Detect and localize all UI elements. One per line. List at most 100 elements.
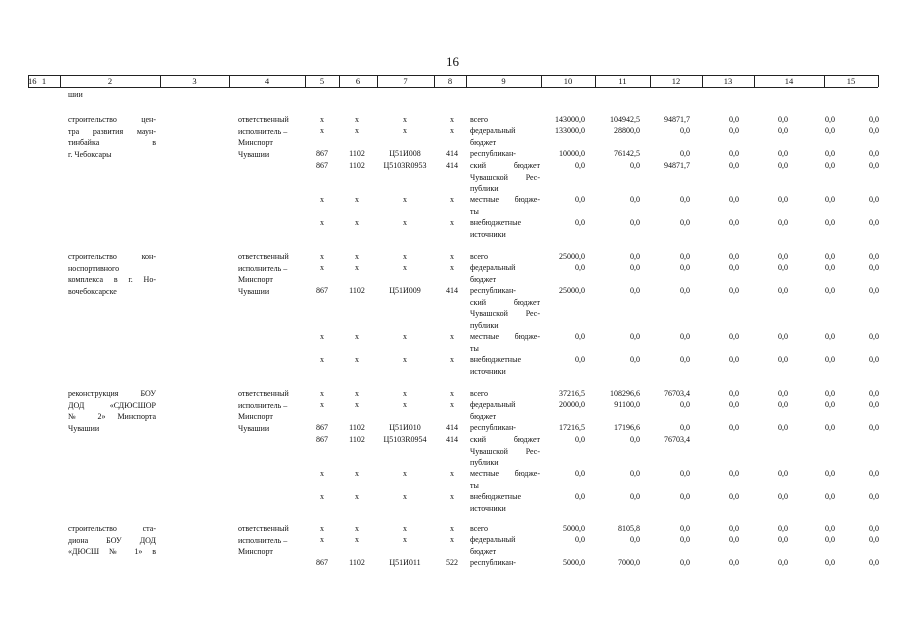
amount-cell: 0,0 (729, 558, 739, 567)
amount-cell: 0,0 (778, 195, 788, 204)
amount-cell: 0,0 (630, 195, 640, 204)
project-name-line: диона БОУ ДОД (68, 535, 156, 545)
amount-cell: 0,0 (869, 115, 879, 124)
funding-source-line: Чувашской Рес- (470, 172, 540, 182)
funding-source-line: местные бюдже- (470, 195, 540, 204)
amount-cell: 0,0 (630, 286, 640, 295)
amount-cell: 0,0 (729, 400, 739, 409)
amount-cell: 0,0 (869, 252, 879, 261)
grbs-code: x (320, 524, 324, 533)
header-col-5: 5 (319, 76, 325, 86)
amount-cell: 0,0 (825, 355, 835, 364)
amount-cell: 0,0 (729, 332, 739, 341)
amount-cell: 0,0 (729, 286, 739, 295)
section-code: x (355, 355, 359, 364)
amount-cell: 0,0 (729, 389, 739, 398)
target-article-code: x (403, 524, 407, 533)
header-col-4: 4 (264, 76, 270, 86)
expense-type-code: x (450, 469, 454, 478)
executor-line: ответственный (238, 389, 289, 398)
amount-cell: 0,0 (575, 435, 585, 444)
grbs-code: x (320, 126, 324, 135)
executor-line: Чувашии (238, 149, 270, 159)
funding-source-line: ский бюджет (470, 297, 540, 307)
amount-cell: 0,0 (778, 469, 788, 478)
header-col-16: 16 (28, 76, 37, 86)
amount-cell: 0,0 (869, 492, 879, 501)
amount-cell: 0,0 (869, 469, 879, 478)
funding-source-line: республикан- (470, 286, 516, 295)
amount-cell: 0,0 (680, 263, 690, 272)
funding-source-line: федеральный (470, 400, 516, 409)
expense-type-code: x (450, 400, 454, 409)
amount-cell: 0,0 (825, 469, 835, 478)
page-number: 16 (446, 54, 459, 69)
amount-cell: 0,0 (630, 218, 640, 227)
section-code: 1102 (349, 423, 365, 432)
grbs-code: x (320, 115, 324, 124)
executor-line: ответственный (238, 115, 289, 124)
funding-source-line: ский бюджет (470, 435, 540, 444)
amount-cell: 0,0 (825, 389, 835, 398)
amount-cell: 0,0 (575, 469, 585, 478)
amount-cell: 0,0 (575, 161, 585, 170)
amount-cell: 0,0 (729, 469, 739, 478)
header-col-14: 14 (784, 76, 794, 86)
amount-cell: 0,0 (778, 492, 788, 501)
expense-type-code: 522 (446, 558, 458, 567)
target-article-code: Ц5103R0954 (383, 435, 427, 444)
amount-cell: 0,0 (729, 149, 739, 158)
amount-cell: 0,0 (778, 149, 788, 158)
header-divider (160, 75, 161, 87)
target-article-code: x (403, 492, 407, 501)
amount-cell: 0,0 (575, 332, 585, 341)
header-divider (650, 75, 651, 87)
section-code: x (355, 332, 359, 341)
amount-cell: 0,0 (869, 535, 879, 544)
funding-source-line: республикан- (470, 149, 516, 158)
amount-cell: 0,0 (869, 149, 879, 158)
amount-cell: 0,0 (729, 263, 739, 272)
section-code: x (355, 535, 359, 544)
expense-type-code: x (450, 252, 454, 261)
funding-source-line: публики (470, 458, 499, 467)
project-name-line: носпортивного (68, 263, 120, 273)
funding-source-line: внебюджетные (470, 492, 521, 501)
amount-cell: 0,0 (778, 115, 788, 124)
grbs-code: 867 (316, 435, 328, 444)
grbs-code: x (320, 263, 324, 272)
amount-cell: 0,0 (825, 492, 835, 501)
amount-cell: 0,0 (869, 218, 879, 227)
amount-cell: 0,0 (680, 149, 690, 158)
funding-source-line: источники (470, 229, 506, 239)
amount-cell: 0,0 (575, 195, 585, 204)
amount-cell: 0,0 (680, 195, 690, 204)
target-article-code: Ц51И008 (389, 149, 421, 158)
amount-cell: 0,0 (680, 492, 690, 501)
executor-line: исполнитель – (238, 263, 288, 273)
executor-line: Минспорт (238, 412, 273, 421)
grbs-code: 867 (316, 161, 328, 170)
project-name-line: реконструкция БОУ (68, 389, 156, 398)
target-article-code: Ц51И011 (389, 558, 421, 567)
amount-cell: 0,0 (825, 524, 835, 533)
amount-cell: 0,0 (680, 286, 690, 295)
target-article-code: x (403, 535, 407, 544)
amount-cell: 94871,7 (664, 115, 690, 124)
amount-cell: 0,0 (869, 389, 879, 398)
amount-cell: 0,0 (630, 535, 640, 544)
header-col-10: 10 (563, 76, 573, 86)
amount-cell: 0,0 (825, 126, 835, 135)
amount-cell: 0,0 (630, 252, 640, 261)
project-name-line: ДОД «СДЮСШОР (68, 400, 156, 410)
amount-cell: 0,0 (825, 115, 835, 124)
amount-cell: 0,0 (825, 423, 835, 432)
funding-source-line: республикан- (470, 423, 516, 432)
grbs-code: x (320, 535, 324, 544)
amount-cell: 0,0 (729, 161, 739, 170)
project-name-line: тинбайка в (68, 138, 156, 147)
project-name-line: тра развития маун- (68, 126, 156, 136)
executor-line: исполнитель – (238, 400, 288, 410)
funding-source-line: всего (470, 524, 489, 533)
funding-source-line: Чувашской Рес- (470, 309, 540, 318)
